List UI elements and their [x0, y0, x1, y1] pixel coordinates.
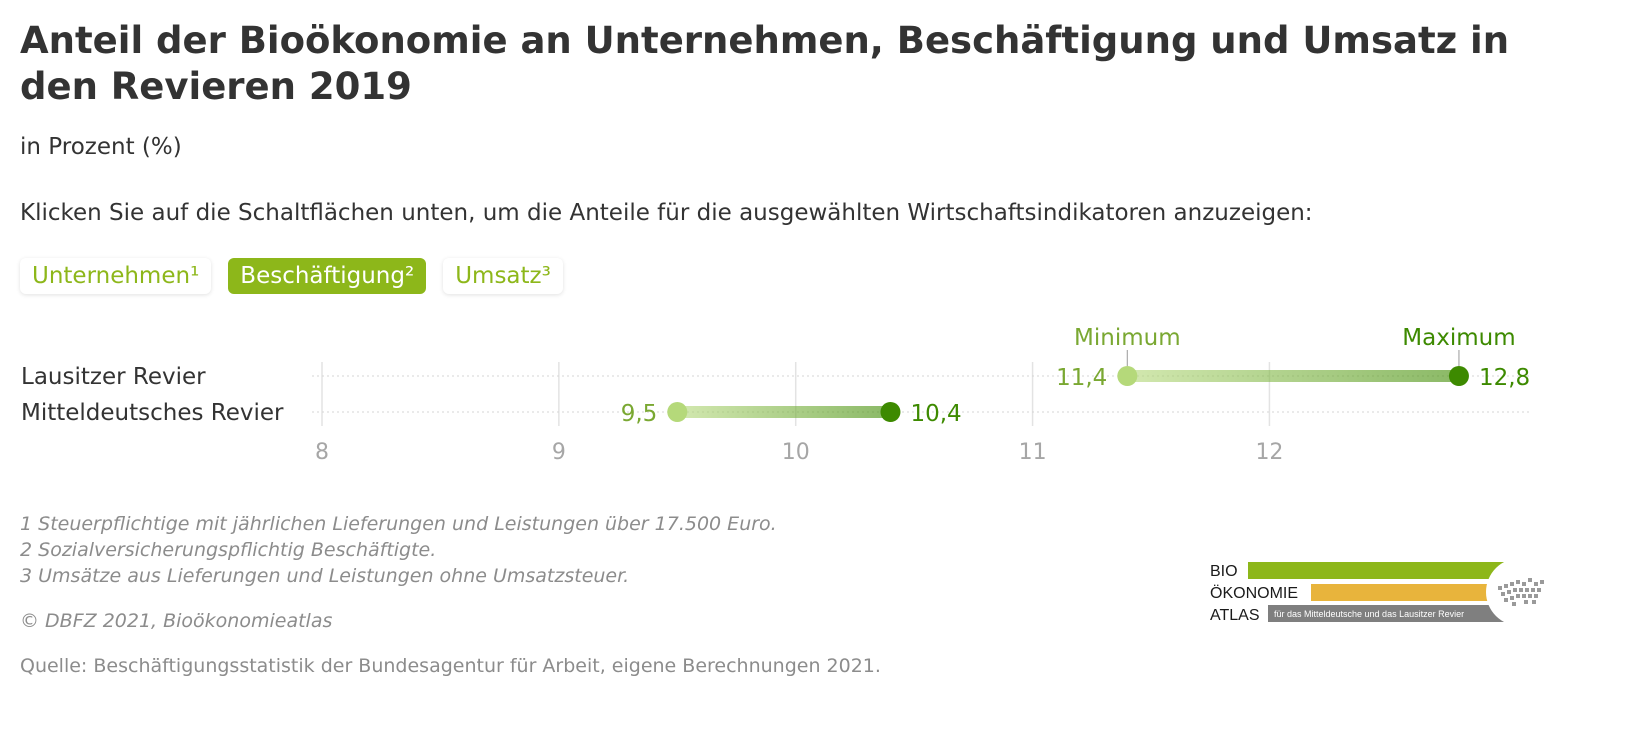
- maximum-value-label-1: 12,8: [1479, 365, 1530, 391]
- legend: Minimum Maximum: [1074, 325, 1516, 366]
- dumbbell-chart: Lausitzer Revier Mitteldeutsches Revier 8…: [21, 325, 1530, 465]
- logo-tagline: für das Mitteldeutsche und das Lausitzer…: [1274, 609, 1464, 619]
- logo-text-atlas: ATLAS: [1210, 607, 1260, 624]
- data-marks: 11,4 12,8 9,5 10,4: [621, 365, 1530, 427]
- x-axis-tick-labels: 8 9 10 11 12: [315, 440, 1283, 465]
- footnotes: 1 Steuerpflichtige mit jährlichen Liefer…: [20, 511, 777, 589]
- x-tick-label-11: 11: [1019, 440, 1047, 465]
- minimum-value-label-1: 11,4: [1056, 365, 1107, 391]
- minimum-point-2: [667, 402, 688, 422]
- chart-subtitle: in Prozent (%): [20, 134, 182, 160]
- beschaeftigung-button[interactable]: Beschäftigung²: [228, 258, 427, 294]
- umsatz-button[interactable]: Umsatz³: [443, 258, 563, 294]
- x-tick-label-9: 9: [552, 440, 566, 465]
- minimum-point-1: [1117, 366, 1138, 386]
- logo-map-icon: [1498, 578, 1544, 606]
- x-tick-label-12: 12: [1255, 440, 1283, 465]
- logo-green-bar: [1248, 562, 1510, 579]
- minimum-value-label-2: 9,5: [621, 401, 658, 427]
- maximum-point-2: [880, 402, 901, 422]
- instruction-text: Klicken Sie auf die Schaltflächen unten,…: [20, 200, 1313, 226]
- indicator-button-group: Unternehmen¹ Beschäftigung² Umsatz³: [20, 258, 563, 294]
- source-text: Quelle: Beschäftigungsstatistik der Bund…: [20, 655, 881, 677]
- logo-text-bio: BIO: [1210, 563, 1238, 580]
- category-label-1: Lausitzer Revier: [21, 364, 206, 390]
- chart-title: Anteil der Bioökonomie an Unternehmen, B…: [20, 19, 1510, 108]
- logo-gray-bar: [1268, 605, 1510, 622]
- category-labels: Lausitzer Revier Mitteldeutsches Revier: [21, 364, 284, 426]
- footnote-3: 3 Umsätze aus Lieferungen und Leistungen…: [20, 565, 630, 587]
- category-label-2: Mitteldeutsches Revier: [21, 400, 284, 426]
- unternehmen-button[interactable]: Unternehmen¹: [20, 258, 212, 294]
- maximum-point-1: [1448, 366, 1469, 386]
- maximum-legend-label: Maximum: [1402, 325, 1515, 351]
- logo-orange-bar: [1311, 584, 1510, 601]
- bioeconomy-atlas-logo: BIO ÖKONOMIE ATLAS für das Mitteldeutsch…: [1210, 558, 1548, 626]
- minimum-legend-label: Minimum: [1074, 325, 1181, 351]
- footnote-2: 2 Sozialversicherungspflichtig Beschäfti…: [20, 539, 437, 561]
- logo-circle: [1486, 558, 1548, 626]
- copyright-text: © DBFZ 2021, Bioökonomieatlas: [20, 610, 333, 632]
- maximum-value-label-2: 10,4: [910, 401, 961, 427]
- x-tick-label-8: 8: [315, 440, 329, 465]
- x-tick-label-10: 10: [782, 440, 810, 465]
- logo-text-oekonomie: ÖKONOMIE: [1210, 584, 1298, 602]
- range-bar-1: [1127, 370, 1459, 382]
- footnote-1: 1 Steuerpflichtige mit jährlichen Liefer…: [20, 513, 777, 535]
- range-bar-2: [677, 406, 891, 418]
